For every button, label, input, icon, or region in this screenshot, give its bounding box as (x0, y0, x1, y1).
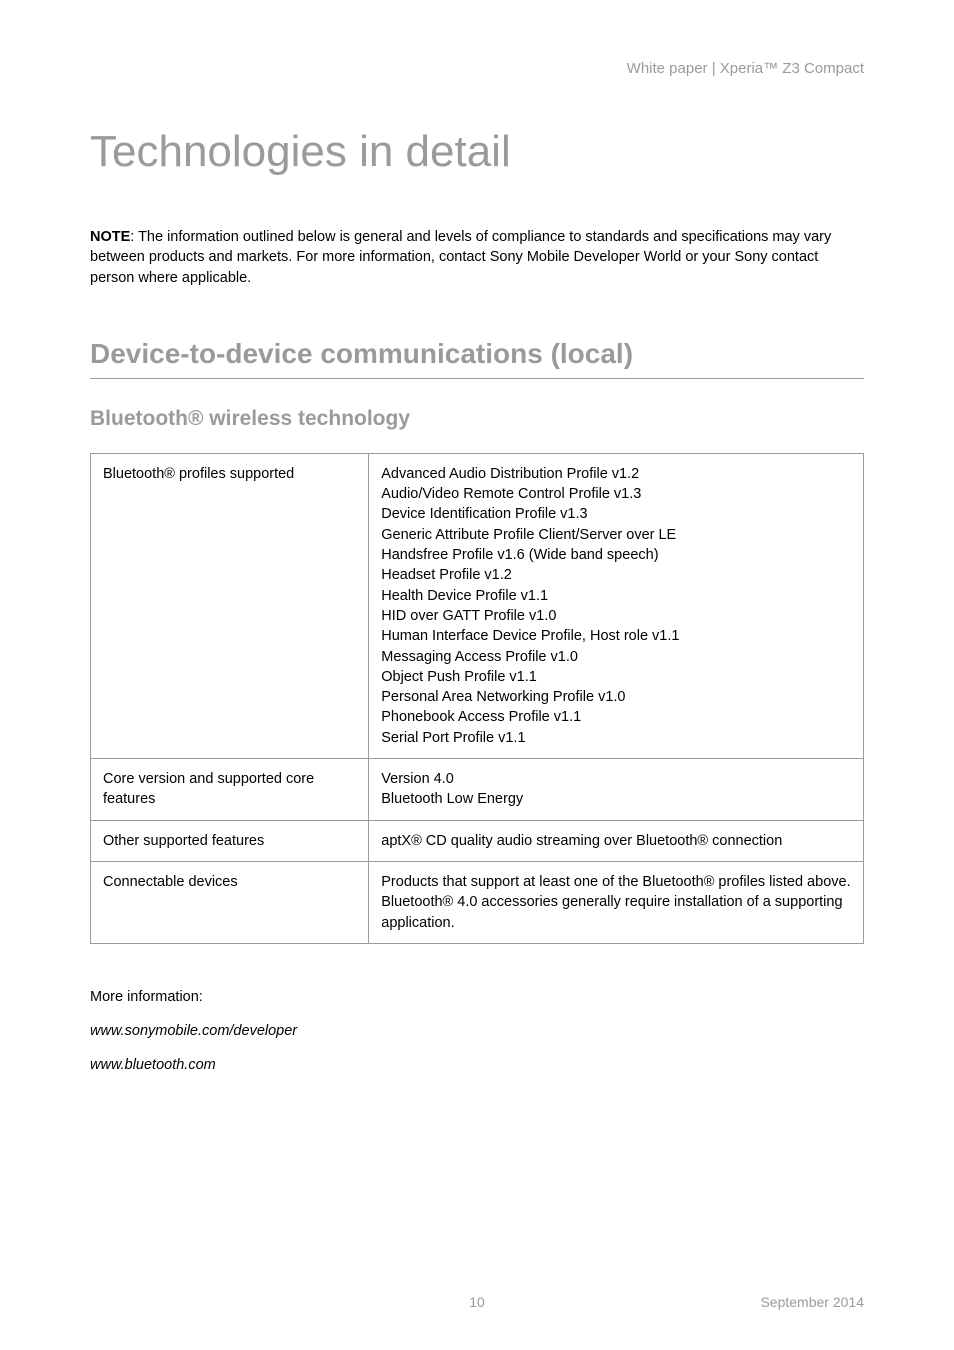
table-cell-value: Advanced Audio Distribution Profile v1.2… (369, 453, 864, 758)
note-block: NOTE: The information outlined below is … (90, 227, 864, 288)
subsection-heading: Bluetooth® wireless technology (90, 407, 864, 431)
footer: 10 September 2014 (90, 1294, 864, 1310)
table-cell-value: Version 4.0Bluetooth Low Energy (369, 759, 864, 821)
page-title: Technologies in detail (90, 127, 864, 177)
link-developer: www.sonymobile.com/developer (90, 1023, 864, 1039)
note-body: : The information outlined below is gene… (90, 229, 831, 286)
table-cell-label: Connectable devices (91, 861, 369, 943)
table-cell-value: Products that support at least one of th… (369, 861, 864, 943)
table-row: Other supported features aptX® CD qualit… (91, 820, 864, 861)
more-info-label: More information: (90, 989, 864, 1005)
footer-date: September 2014 (760, 1294, 864, 1310)
table-cell-label: Core version and supported core features (91, 759, 369, 821)
table-cell-label: Bluetooth® profiles supported (91, 453, 369, 758)
table-row: Bluetooth® profiles supported Advanced A… (91, 453, 864, 758)
table-row: Core version and supported core features… (91, 759, 864, 821)
table-row: Connectable devices Products that suppor… (91, 861, 864, 943)
page-number: 10 (469, 1294, 485, 1310)
table-cell-value: aptX® CD quality audio streaming over Bl… (369, 820, 864, 861)
spec-table: Bluetooth® profiles supported Advanced A… (90, 453, 864, 944)
note-label: NOTE (90, 229, 130, 245)
section-heading: Device-to-device communications (local) (90, 338, 864, 379)
link-bluetooth: www.bluetooth.com (90, 1057, 864, 1073)
table-cell-label: Other supported features (91, 820, 369, 861)
header-breadcrumb: White paper | Xperia™ Z3 Compact (90, 60, 864, 77)
